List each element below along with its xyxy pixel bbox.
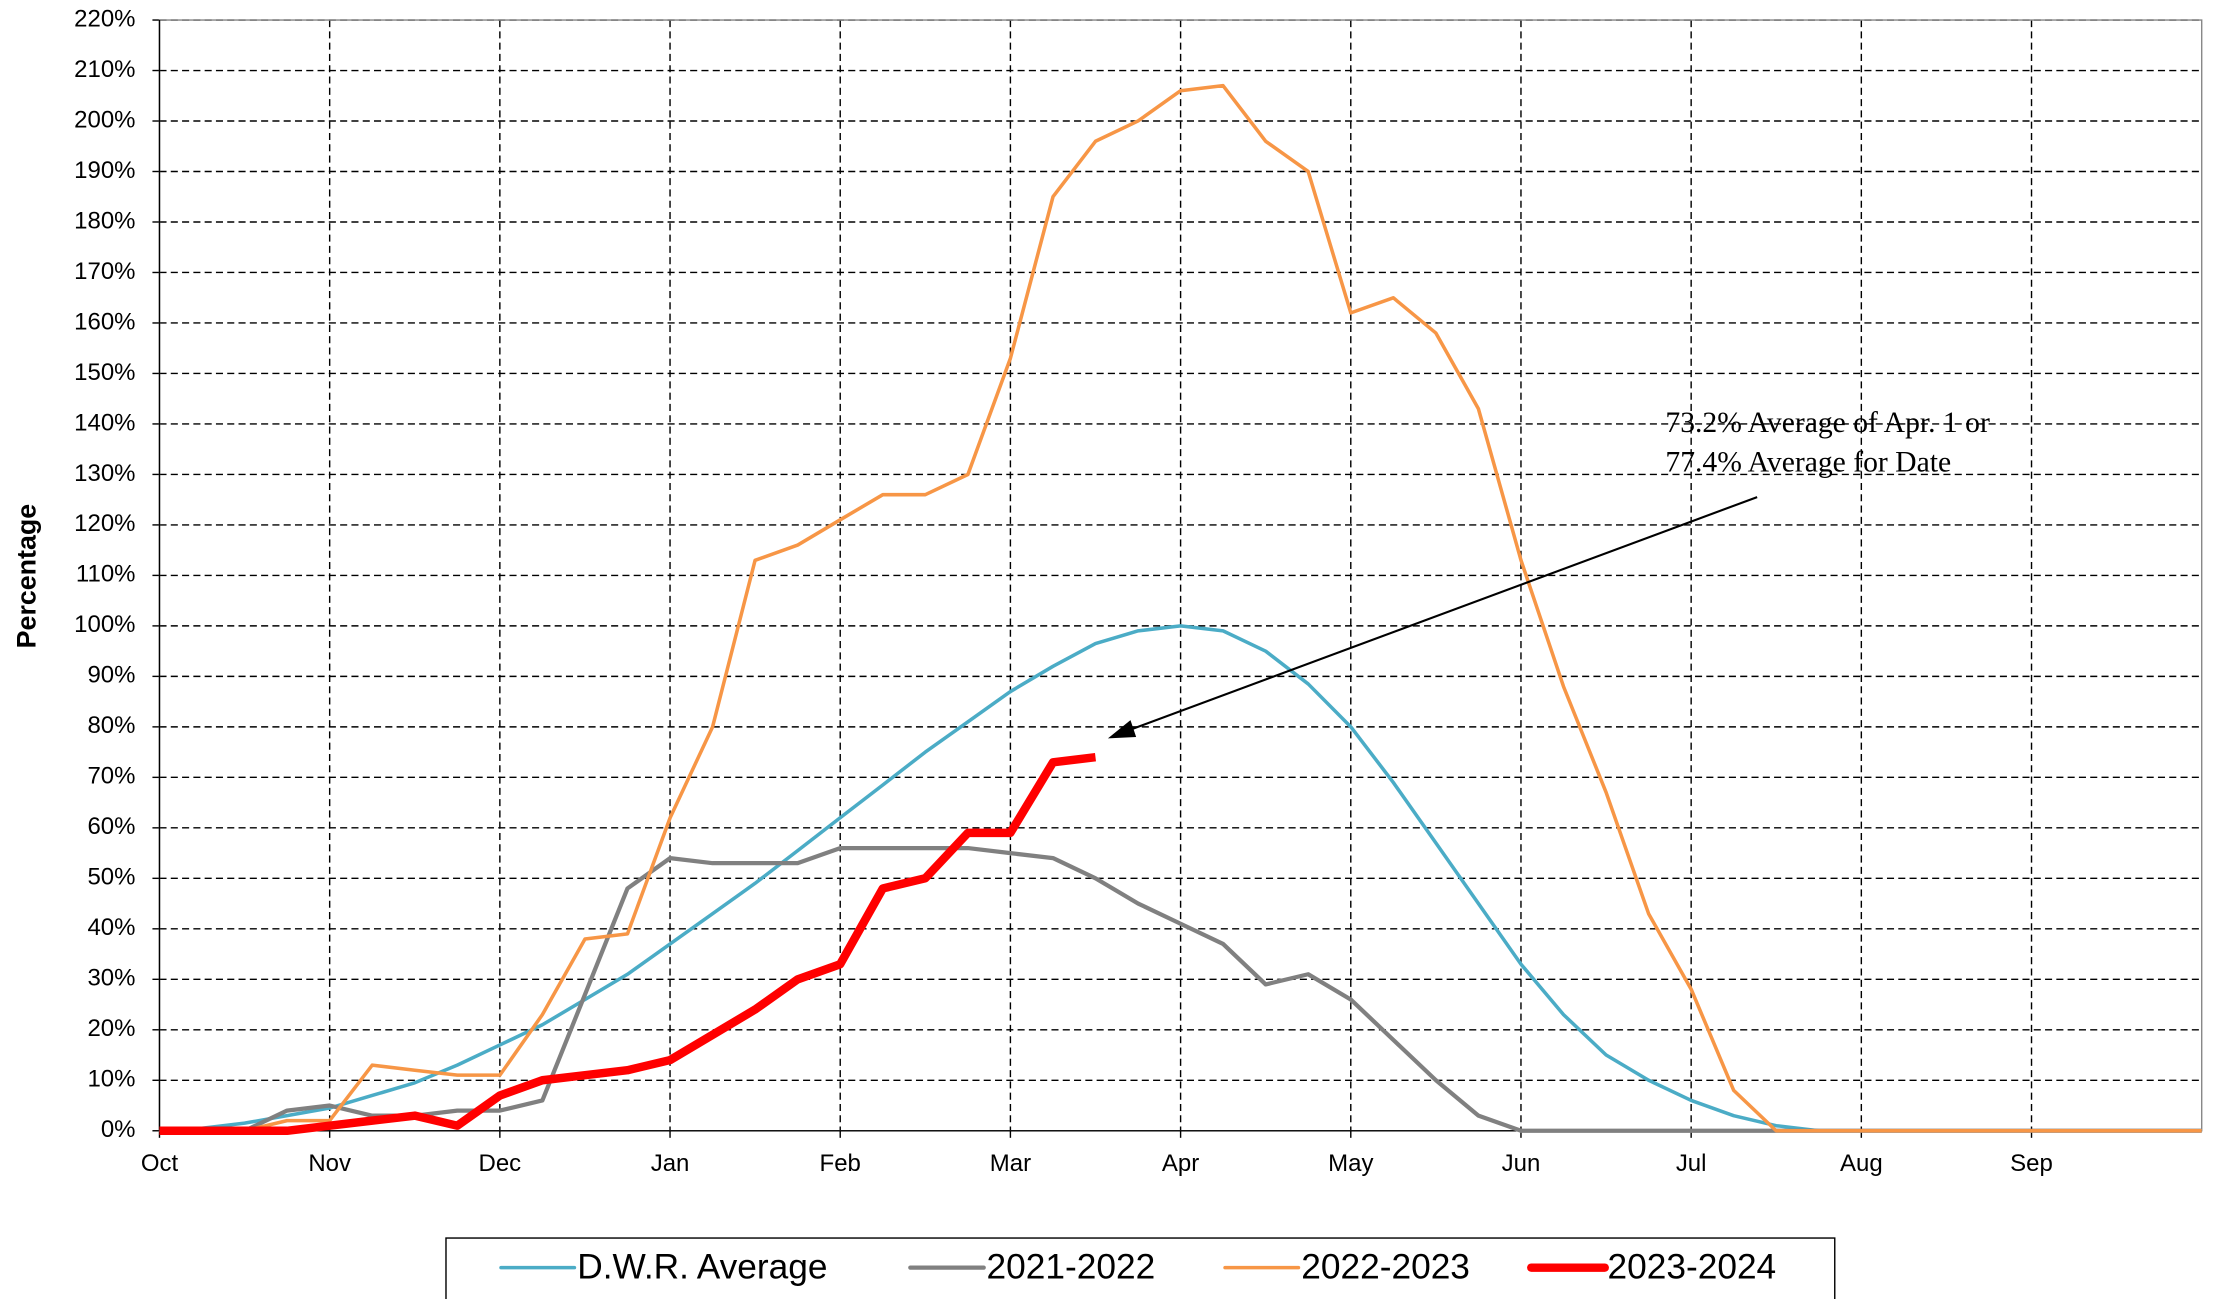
- y-tick-label: 100%: [74, 611, 135, 638]
- y-tick-label: 50%: [87, 864, 135, 891]
- series-line: [159, 752, 1096, 1136]
- y-tick-label: 200%: [74, 106, 135, 133]
- x-tick-label: Feb: [820, 1150, 861, 1177]
- x-tick-label: Sep: [2010, 1150, 2053, 1177]
- legend-label: D.W.R. Average: [577, 1247, 827, 1286]
- x-tick-label: Nov: [308, 1150, 351, 1177]
- x-tick-label: Mar: [990, 1150, 1031, 1177]
- legend-label: 2021-2022: [987, 1247, 1156, 1286]
- y-tick-label: 70%: [87, 763, 135, 790]
- x-tick-label: Dec: [479, 1150, 522, 1177]
- y-tick-label: 210%: [74, 56, 135, 83]
- y-tick-label: 80%: [87, 712, 135, 739]
- arrow-head: [1107, 720, 1137, 739]
- y-tick-label: 30%: [87, 965, 135, 992]
- legend-label: 2022-2023: [1301, 1247, 1470, 1286]
- y-tick-label: 170%: [74, 258, 135, 285]
- y-tick-label: 120%: [74, 510, 135, 537]
- annotation: 73.2% Average of Apr. 1 or: [1665, 407, 1990, 439]
- y-tick-label: 140%: [74, 409, 135, 436]
- y-tick-label: 160%: [74, 308, 135, 335]
- y-tick-label: 220%: [74, 5, 135, 32]
- series-line: [159, 83, 2202, 1133]
- y-tick-label: 150%: [74, 359, 135, 386]
- annotation: 77.4% Average for Date: [1665, 446, 1951, 478]
- y-tick-label: 20%: [87, 1015, 135, 1042]
- y-tick-label: 0%: [101, 1116, 136, 1143]
- x-tick-label: Jul: [1676, 1150, 1707, 1177]
- x-tick-label: Oct: [141, 1150, 179, 1177]
- annotation-box: [1651, 403, 2075, 495]
- y-tick-label: 130%: [74, 460, 135, 487]
- y-tick-label: 10%: [87, 1066, 135, 1093]
- annotation-arrow: [1121, 496, 1758, 734]
- x-tick-label: Aug: [1840, 1150, 1883, 1177]
- y-axis-label: Percentage: [11, 504, 41, 648]
- x-tick-label: Apr: [1162, 1150, 1199, 1177]
- x-tick-label: Jun: [1502, 1150, 1541, 1177]
- y-tick-label: 110%: [76, 561, 136, 588]
- x-tick-label: May: [1328, 1150, 1373, 1177]
- x-tick-label: Jan: [651, 1150, 690, 1177]
- y-tick-label: 190%: [74, 157, 135, 184]
- y-tick-label: 40%: [87, 914, 135, 941]
- y-tick-label: 60%: [87, 813, 135, 840]
- y-tick-label: 180%: [74, 207, 135, 234]
- legend-label: 2023-2024: [1608, 1247, 1777, 1286]
- y-tick-label: 90%: [87, 662, 135, 689]
